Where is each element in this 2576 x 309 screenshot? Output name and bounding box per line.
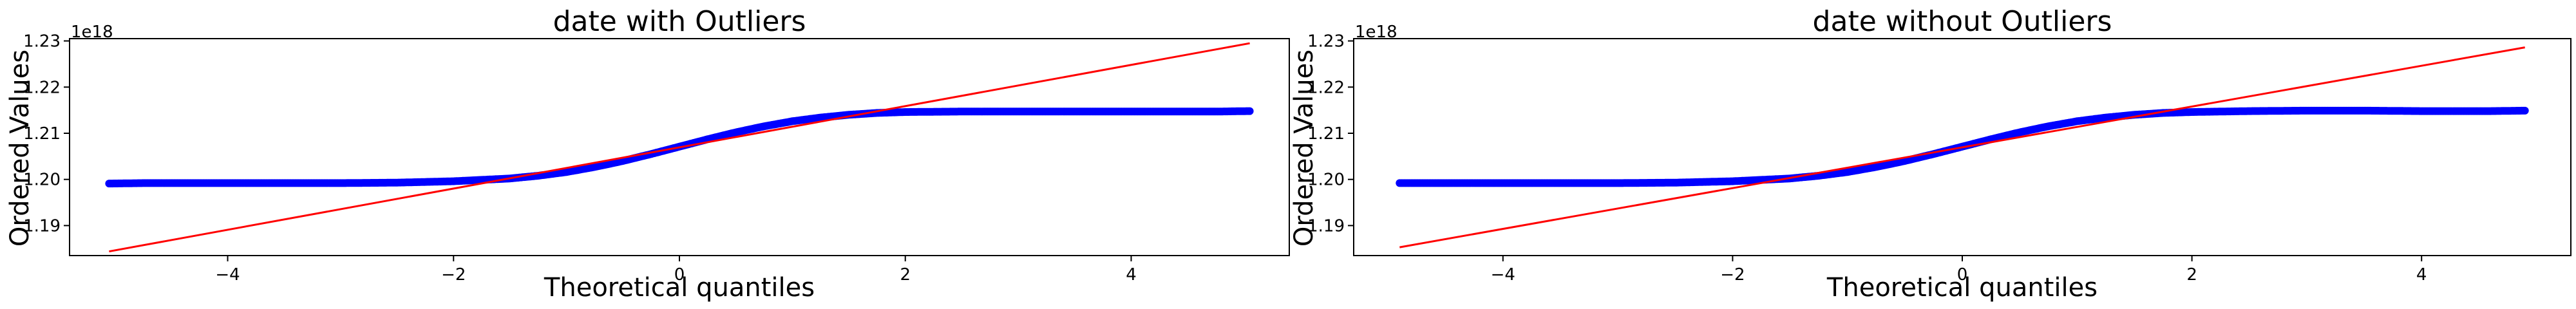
x-axis-label: Theoretical quantiles bbox=[544, 273, 815, 303]
x-tick-label: −2 bbox=[1720, 265, 1745, 285]
x-tick-label: −2 bbox=[441, 265, 466, 285]
y-tick-labels: 1.19 1.20 1.21 1.22 1.23 bbox=[1307, 32, 1345, 236]
plot-area bbox=[64, 38, 1290, 261]
y-tick-label: 1.19 bbox=[23, 216, 61, 236]
panel-title: date with Outliers bbox=[553, 5, 806, 38]
x-tick-label: 0 bbox=[1957, 265, 1968, 285]
fit-line bbox=[109, 42, 1250, 253]
panel-title: date without Outliers bbox=[1813, 5, 2112, 38]
x-tick-label: 2 bbox=[900, 265, 911, 285]
x-tick-labels: −4 −2 0 2 4 bbox=[1491, 265, 2427, 285]
x-tick-label: 4 bbox=[1126, 265, 1137, 285]
y-tick-label: 1.21 bbox=[1307, 124, 1345, 144]
y-tick-label: 1.19 bbox=[1307, 216, 1345, 236]
x-axis-label: Theoretical quantiles bbox=[1826, 273, 2098, 303]
x-tick-label: 2 bbox=[2186, 265, 2197, 285]
y-tick-label: 1.22 bbox=[23, 78, 61, 97]
y-tick-label: 1.21 bbox=[23, 124, 61, 144]
y-axis-label: Ordered Values bbox=[5, 50, 35, 247]
panel-with-outliers: date with Outliers 1e18 Ordered Values T… bbox=[5, 5, 1290, 303]
y-tick-label: 1.20 bbox=[23, 171, 61, 190]
data-points bbox=[1396, 106, 2529, 187]
x-tick-label: 4 bbox=[2416, 265, 2427, 285]
x-tick-labels: −4 −2 0 2 4 bbox=[215, 265, 1136, 285]
panel-without-outliers: date without Outliers 1e18 Ordered Value… bbox=[1289, 5, 2571, 303]
data-point bbox=[1245, 107, 1254, 115]
y-tick-label: 1.20 bbox=[1307, 171, 1345, 190]
x-tick-label: −4 bbox=[1491, 265, 1515, 285]
y-tick-label: 1.22 bbox=[1307, 78, 1345, 97]
y-axis-label: Ordered Values bbox=[1289, 50, 1319, 247]
fit-line bbox=[1399, 46, 2525, 248]
plot-area bbox=[1348, 38, 2571, 261]
y-tick-labels: 1.19 1.20 1.21 1.22 1.23 bbox=[23, 32, 61, 236]
data-point bbox=[2521, 106, 2529, 115]
x-tick-label: 0 bbox=[674, 265, 685, 285]
x-tick-label: −4 bbox=[215, 265, 240, 285]
y-tick-label: 1.23 bbox=[1307, 32, 1345, 52]
y-tick-label: 1.23 bbox=[23, 32, 61, 52]
